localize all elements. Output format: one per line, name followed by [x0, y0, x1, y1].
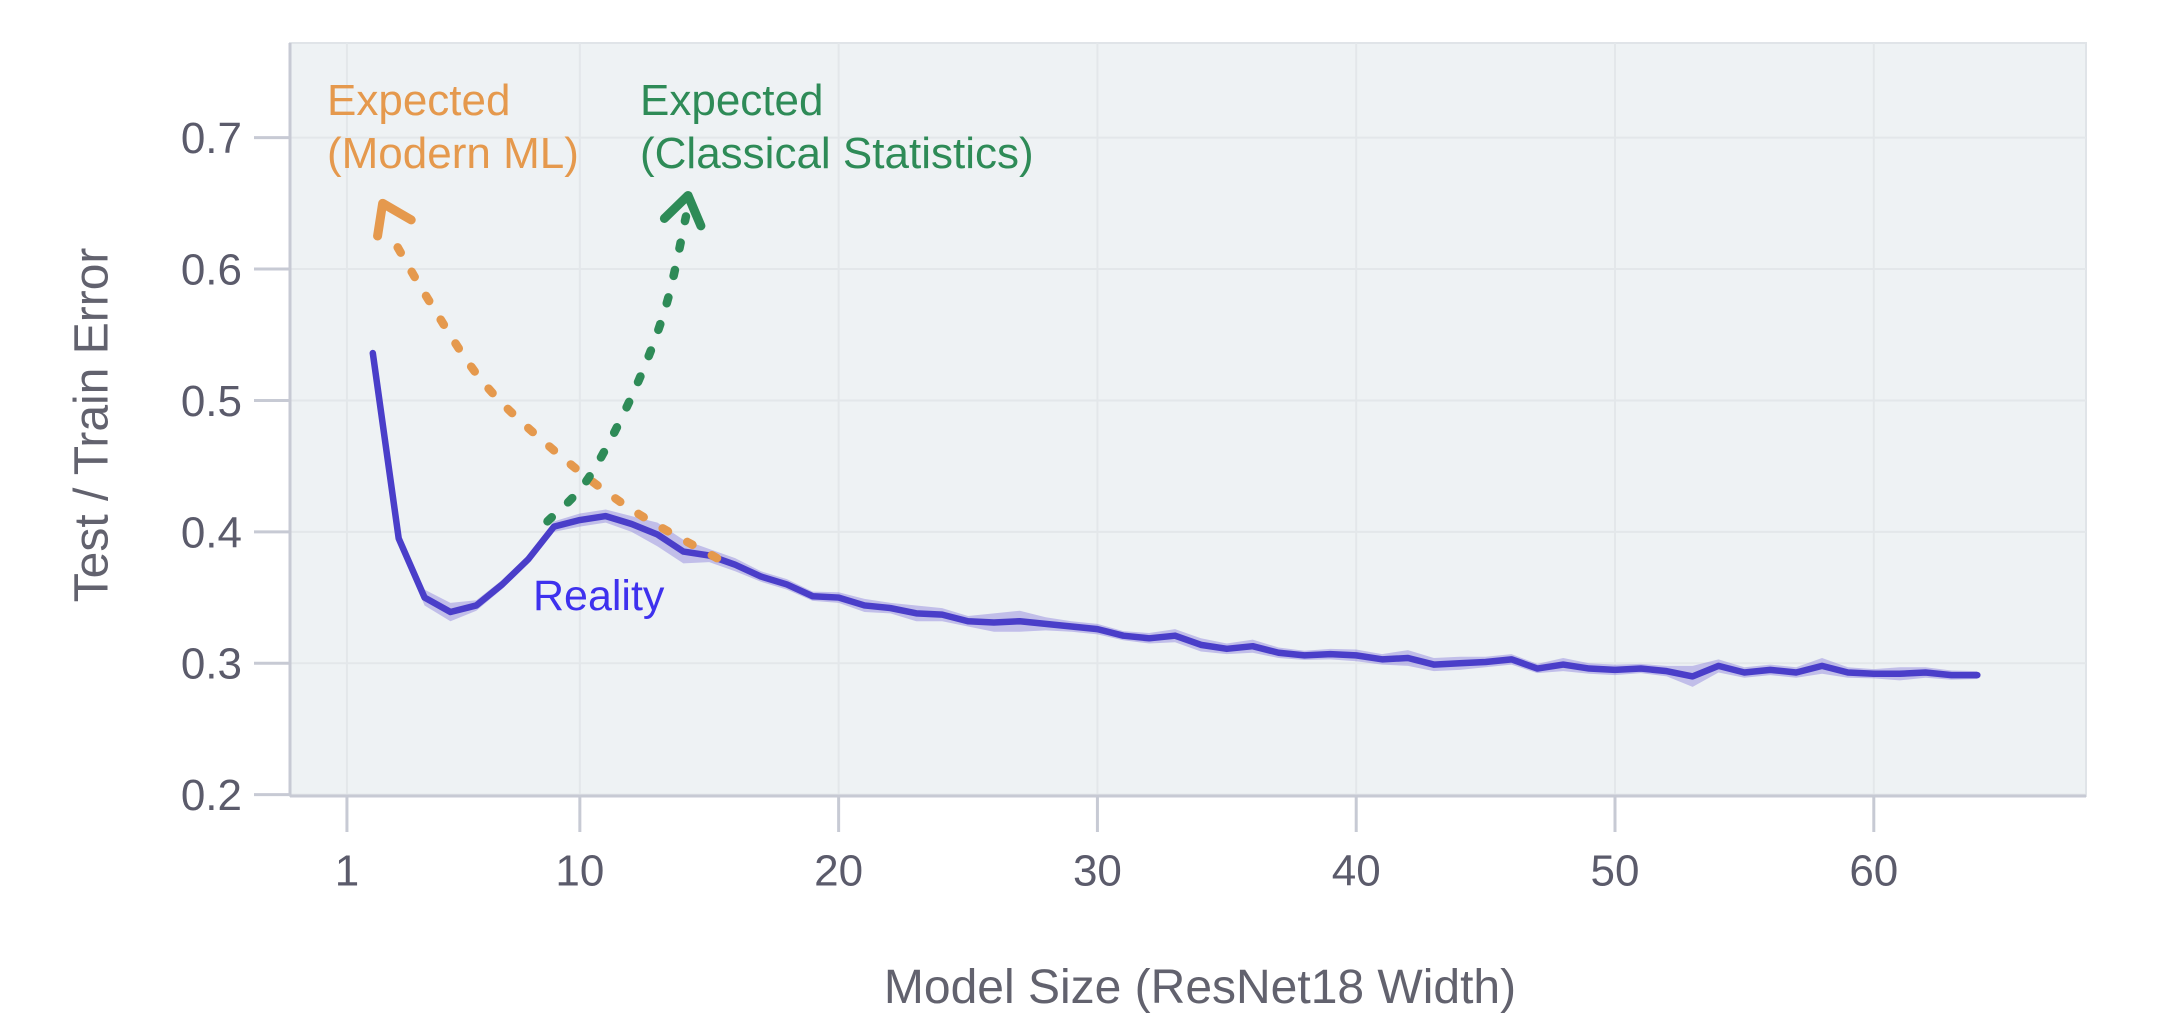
expected-classical-arrow	[543, 190, 706, 526]
annotation-expected-modern-ml: Expected (Modern ML)	[327, 74, 579, 180]
annotation-reality-label: Reality	[533, 572, 665, 620]
reality-line	[369, 349, 1981, 680]
x-tick-label: 20	[814, 846, 863, 895]
expected-classical-dashed-curve	[543, 212, 691, 526]
y-tick-label: 0.7	[181, 114, 242, 163]
x-tick-label: 1	[335, 846, 359, 895]
y-tick-label: 0.4	[181, 508, 242, 557]
tick-labels: 1 10 20 30 40 50 60 0.2 0.3 0.4 0.5 0.6 0.7	[181, 114, 1898, 895]
expected-classical-arrowhead-icon	[659, 190, 706, 231]
x-tick-label: 60	[1849, 846, 1898, 895]
annotation-expected-modern-ml-line2: (Modern ML)	[327, 129, 579, 178]
axis-spines	[288, 43, 2086, 798]
x-tick-label: 50	[1591, 846, 1640, 895]
expected-modern-ml-arrow	[373, 198, 722, 563]
x-tick-label: 10	[555, 846, 604, 895]
y-axis-title: Test / Train Error	[65, 247, 119, 603]
y-tick-label: 0.3	[181, 640, 242, 689]
expected-modern-ml-dashed-curve	[384, 226, 722, 563]
annotation-expected-modern-ml-line1: Expected	[327, 76, 511, 125]
annotation-expected-classical-line1: Expected	[640, 76, 824, 125]
y-tick-label: 0.5	[181, 377, 242, 426]
y-tick-label: 0.2	[181, 771, 242, 820]
y-tick-label: 0.6	[181, 245, 242, 294]
expected-modern-ml-arrowhead-icon	[373, 198, 416, 241]
x-tick-label: 40	[1332, 846, 1381, 895]
annotation-expected-classical-statistics: Expected (Classical Statistics)	[640, 74, 1034, 180]
x-tick-label: 30	[1073, 846, 1122, 895]
annotation-expected-classical-line2: (Classical Statistics)	[640, 129, 1034, 178]
x-axis-title: Model Size (ResNet18 Width)	[883, 961, 1517, 1014]
axis-ticks	[254, 136, 1876, 832]
